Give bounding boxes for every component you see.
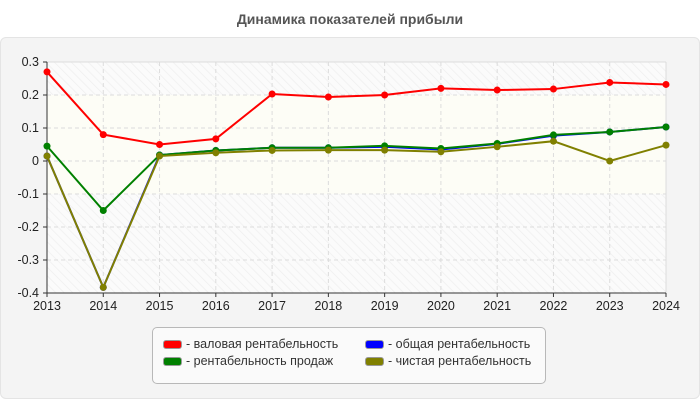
data-point-0 — [268, 90, 276, 98]
y-tick-label: 0 — [32, 154, 39, 168]
legend: - валовая рентабельность - общая рентабе… — [152, 327, 546, 384]
data-point-0 — [212, 135, 220, 143]
data-point-3 — [324, 146, 332, 154]
data-point-0 — [437, 84, 445, 92]
data-point-3 — [212, 149, 220, 157]
data-point-3 — [549, 137, 557, 145]
data-point-3 — [43, 152, 51, 160]
data-point-3 — [156, 152, 164, 160]
legend-item-net: - чистая рентабельность — [365, 354, 531, 368]
plot-band — [47, 95, 666, 194]
data-point-0 — [549, 85, 557, 93]
series-line-3 — [46, 140, 667, 290]
data-point-0 — [606, 78, 614, 86]
x-tick-label: 2014 — [89, 299, 117, 313]
x-tick-label: 2024 — [652, 299, 680, 313]
x-tick-label: 2023 — [596, 299, 624, 313]
x-tick-label: 2016 — [202, 299, 230, 313]
data-point-2 — [606, 128, 614, 136]
data-point-3 — [381, 146, 389, 154]
data-point-0 — [43, 68, 51, 76]
data-point-0 — [493, 86, 501, 94]
legend-label: - валовая рентабельность — [186, 337, 339, 351]
data-point-2 — [662, 123, 670, 131]
legend-label: - общая рентабельность — [388, 337, 531, 351]
data-point-3 — [99, 283, 107, 291]
x-tick-label: 2020 — [427, 299, 455, 313]
y-tick-label: 0.1 — [22, 121, 39, 135]
data-point-3 — [606, 157, 614, 165]
legend-swatch-red — [163, 339, 182, 349]
legend-swatch-green — [163, 356, 182, 366]
chart-title: Динамика показателей прибыли — [236, 11, 464, 27]
data-point-0 — [324, 93, 332, 101]
data-point-0 — [662, 80, 670, 88]
legend-label: - чистая рентабельность — [388, 354, 532, 368]
y-tick-label: -0.3 — [17, 253, 39, 267]
x-tick-label: 2022 — [540, 299, 568, 313]
legend-swatch-olive — [365, 356, 384, 366]
y-tick-label: 0.3 — [22, 55, 39, 69]
x-tick-label: 2019 — [371, 299, 399, 313]
legend-item-total: - общая рентабельность — [365, 337, 530, 351]
legend-swatch-blue — [365, 339, 384, 349]
x-tick-label: 2017 — [258, 299, 286, 313]
data-point-3 — [437, 148, 445, 156]
x-tick-label: 2018 — [314, 299, 342, 313]
x-tick-label: 2015 — [146, 299, 174, 313]
x-tick-label: 2013 — [33, 299, 61, 313]
y-tick-label: 0.2 — [22, 88, 39, 102]
data-point-2 — [549, 131, 557, 139]
data-point-0 — [381, 91, 389, 99]
data-point-0 — [156, 141, 164, 148]
data-point-3 — [268, 146, 276, 154]
data-point-2 — [99, 207, 107, 214]
legend-label: - рентабельность продаж — [186, 354, 334, 368]
series-line-2 — [46, 126, 667, 212]
data-point-2 — [43, 142, 51, 150]
legend-item-sales: - рентабельность продаж — [163, 354, 333, 368]
y-tick-label: -0.4 — [17, 286, 39, 300]
series-line-0 — [46, 71, 667, 146]
y-tick-label: -0.1 — [17, 187, 39, 201]
data-point-0 — [99, 131, 107, 139]
x-tick-label: 2021 — [483, 299, 511, 313]
data-point-3 — [493, 143, 501, 151]
legend-item-gross: - валовая рентабельность — [163, 337, 338, 351]
y-tick-label: -0.2 — [17, 220, 39, 234]
data-point-3 — [662, 141, 670, 149]
